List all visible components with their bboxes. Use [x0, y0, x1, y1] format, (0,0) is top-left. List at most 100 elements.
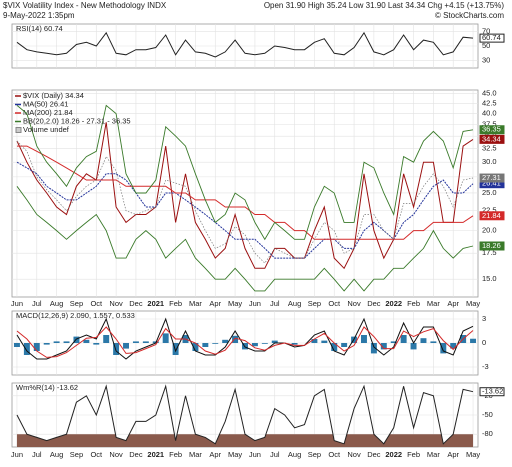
bar: [251, 343, 258, 347]
bar: [162, 333, 169, 343]
y-tick-label: 45.0: [482, 89, 497, 98]
bar: [73, 336, 80, 343]
x-tick-label: 2021: [147, 450, 164, 459]
value-badge: [479, 387, 505, 397]
bar: [390, 341, 397, 343]
bar: [271, 340, 278, 343]
value-badge-label: 26.41: [482, 179, 501, 188]
x-tick-label: Apr: [447, 450, 459, 459]
legend-label: Volume undef: [23, 125, 70, 134]
legend-label: MA(50) 26.41: [23, 99, 68, 108]
bar: [93, 343, 100, 345]
y-tick-label: 0: [482, 338, 486, 347]
x-tick-label: Apr: [447, 299, 459, 308]
x-tick-label: May: [228, 450, 242, 459]
series-line: [16, 104, 474, 241]
bar: [23, 343, 30, 355]
legend-swatch: [15, 127, 22, 133]
bar: [321, 340, 328, 343]
bar: [380, 343, 387, 350]
bar: [222, 339, 229, 343]
x-tick-label: Apr: [209, 299, 221, 308]
x-tick-label: Jun: [11, 450, 23, 459]
y-tick-label: 20.0: [482, 226, 497, 235]
series-line: [17, 145, 474, 240]
value-badge-label: 27.31: [482, 173, 501, 182]
x-tick-label: Jun: [249, 299, 261, 308]
series-line: [16, 384, 474, 445]
chart-title: $VIX Volatility Index - New Methodology …: [3, 1, 167, 10]
bar: [83, 339, 90, 343]
x-tick-label: Sep: [70, 450, 83, 459]
x-tick-label: 2022: [385, 450, 402, 459]
value-badge-label: 60.74: [482, 33, 501, 42]
x-tick-label: Jul: [32, 450, 42, 459]
credit: © StockCharts.com: [435, 11, 504, 20]
x-tick-label: Jul: [270, 450, 280, 459]
x-tick-label: Oct: [90, 450, 103, 459]
legend-label: BB(20,2.0) 18.26 - 27.31 - 36.35: [23, 116, 131, 125]
y-tick-label: 3: [482, 314, 486, 323]
x-tick-label: Sep: [308, 450, 321, 459]
bar: [450, 343, 457, 349]
x-tick-label: Aug: [288, 299, 301, 308]
x-tick-label: Oct: [328, 299, 341, 308]
y-tick-label: 42.5: [482, 98, 497, 107]
x-tick-label: Jul: [270, 299, 280, 308]
bar: [361, 335, 367, 343]
value-badge: [479, 173, 505, 183]
x-tick-label: Mar: [189, 299, 202, 308]
x-tick-label: 2022: [385, 299, 402, 308]
x-tick-label: Dec: [129, 299, 143, 308]
x-tick-label: Aug: [288, 450, 301, 459]
bar: [370, 343, 377, 354]
x-tick-label: Feb: [169, 299, 182, 308]
y-tick-label: 50: [482, 41, 490, 50]
y-tick-label: -3: [482, 362, 489, 371]
value-badge: [479, 241, 505, 251]
bar: [232, 335, 239, 343]
y-tick-label: 15.0: [482, 274, 497, 283]
quote: Open 31.90 High 35.24 Low 31.90 Last 34.…: [264, 1, 505, 10]
x-tick-label: Oct: [90, 299, 103, 308]
y-tick-label: 25.0: [482, 188, 497, 197]
bar: [103, 335, 110, 343]
series-line: [16, 122, 474, 270]
panel-label: MACD(12,26,9) 2.090, 1.557, 0.533: [16, 311, 135, 320]
y-tick-label: 17.5: [482, 248, 497, 257]
x-tick-label: Feb: [169, 450, 182, 459]
bar: [400, 335, 407, 343]
bar: [212, 343, 219, 344]
bar: [132, 341, 139, 343]
x-tick-label: Feb: [407, 450, 420, 459]
value-badge: [479, 125, 505, 135]
bar: [113, 343, 120, 355]
x-tick-label: Jul: [32, 299, 42, 308]
legend-label: MA(200) 21.84: [23, 108, 73, 117]
y-tick-label: 32.5: [482, 144, 497, 153]
bar: [192, 343, 199, 351]
x-tick-label: May: [466, 299, 480, 308]
bar: [331, 343, 338, 351]
x-tick-label: Aug: [50, 299, 63, 308]
x-tick-label: May: [228, 299, 242, 308]
x-tick-label: Jun: [249, 450, 261, 459]
x-tick-label: Jun: [11, 299, 23, 308]
y-tick-label: 30: [482, 56, 490, 65]
legend-label: $VIX (Daily) 34.34: [23, 91, 84, 100]
x-tick-label: Nov: [347, 450, 361, 459]
y-tick-label: -50: [482, 410, 493, 419]
series-line: [16, 326, 474, 358]
bar: [430, 341, 437, 343]
x-tick-label: Nov: [109, 299, 123, 308]
series-line: [16, 161, 474, 259]
date: 9-May-2022 1:35pm: [3, 11, 75, 20]
bar: [420, 338, 427, 343]
value-badge: [479, 33, 505, 43]
bar: [43, 343, 50, 345]
y-tick-label: 22.5: [482, 206, 497, 215]
panel-label: RSI(14) 60.74: [16, 24, 63, 33]
value-badge: [479, 134, 505, 144]
x-tick-label: Nov: [109, 450, 123, 459]
bar: [172, 343, 179, 355]
